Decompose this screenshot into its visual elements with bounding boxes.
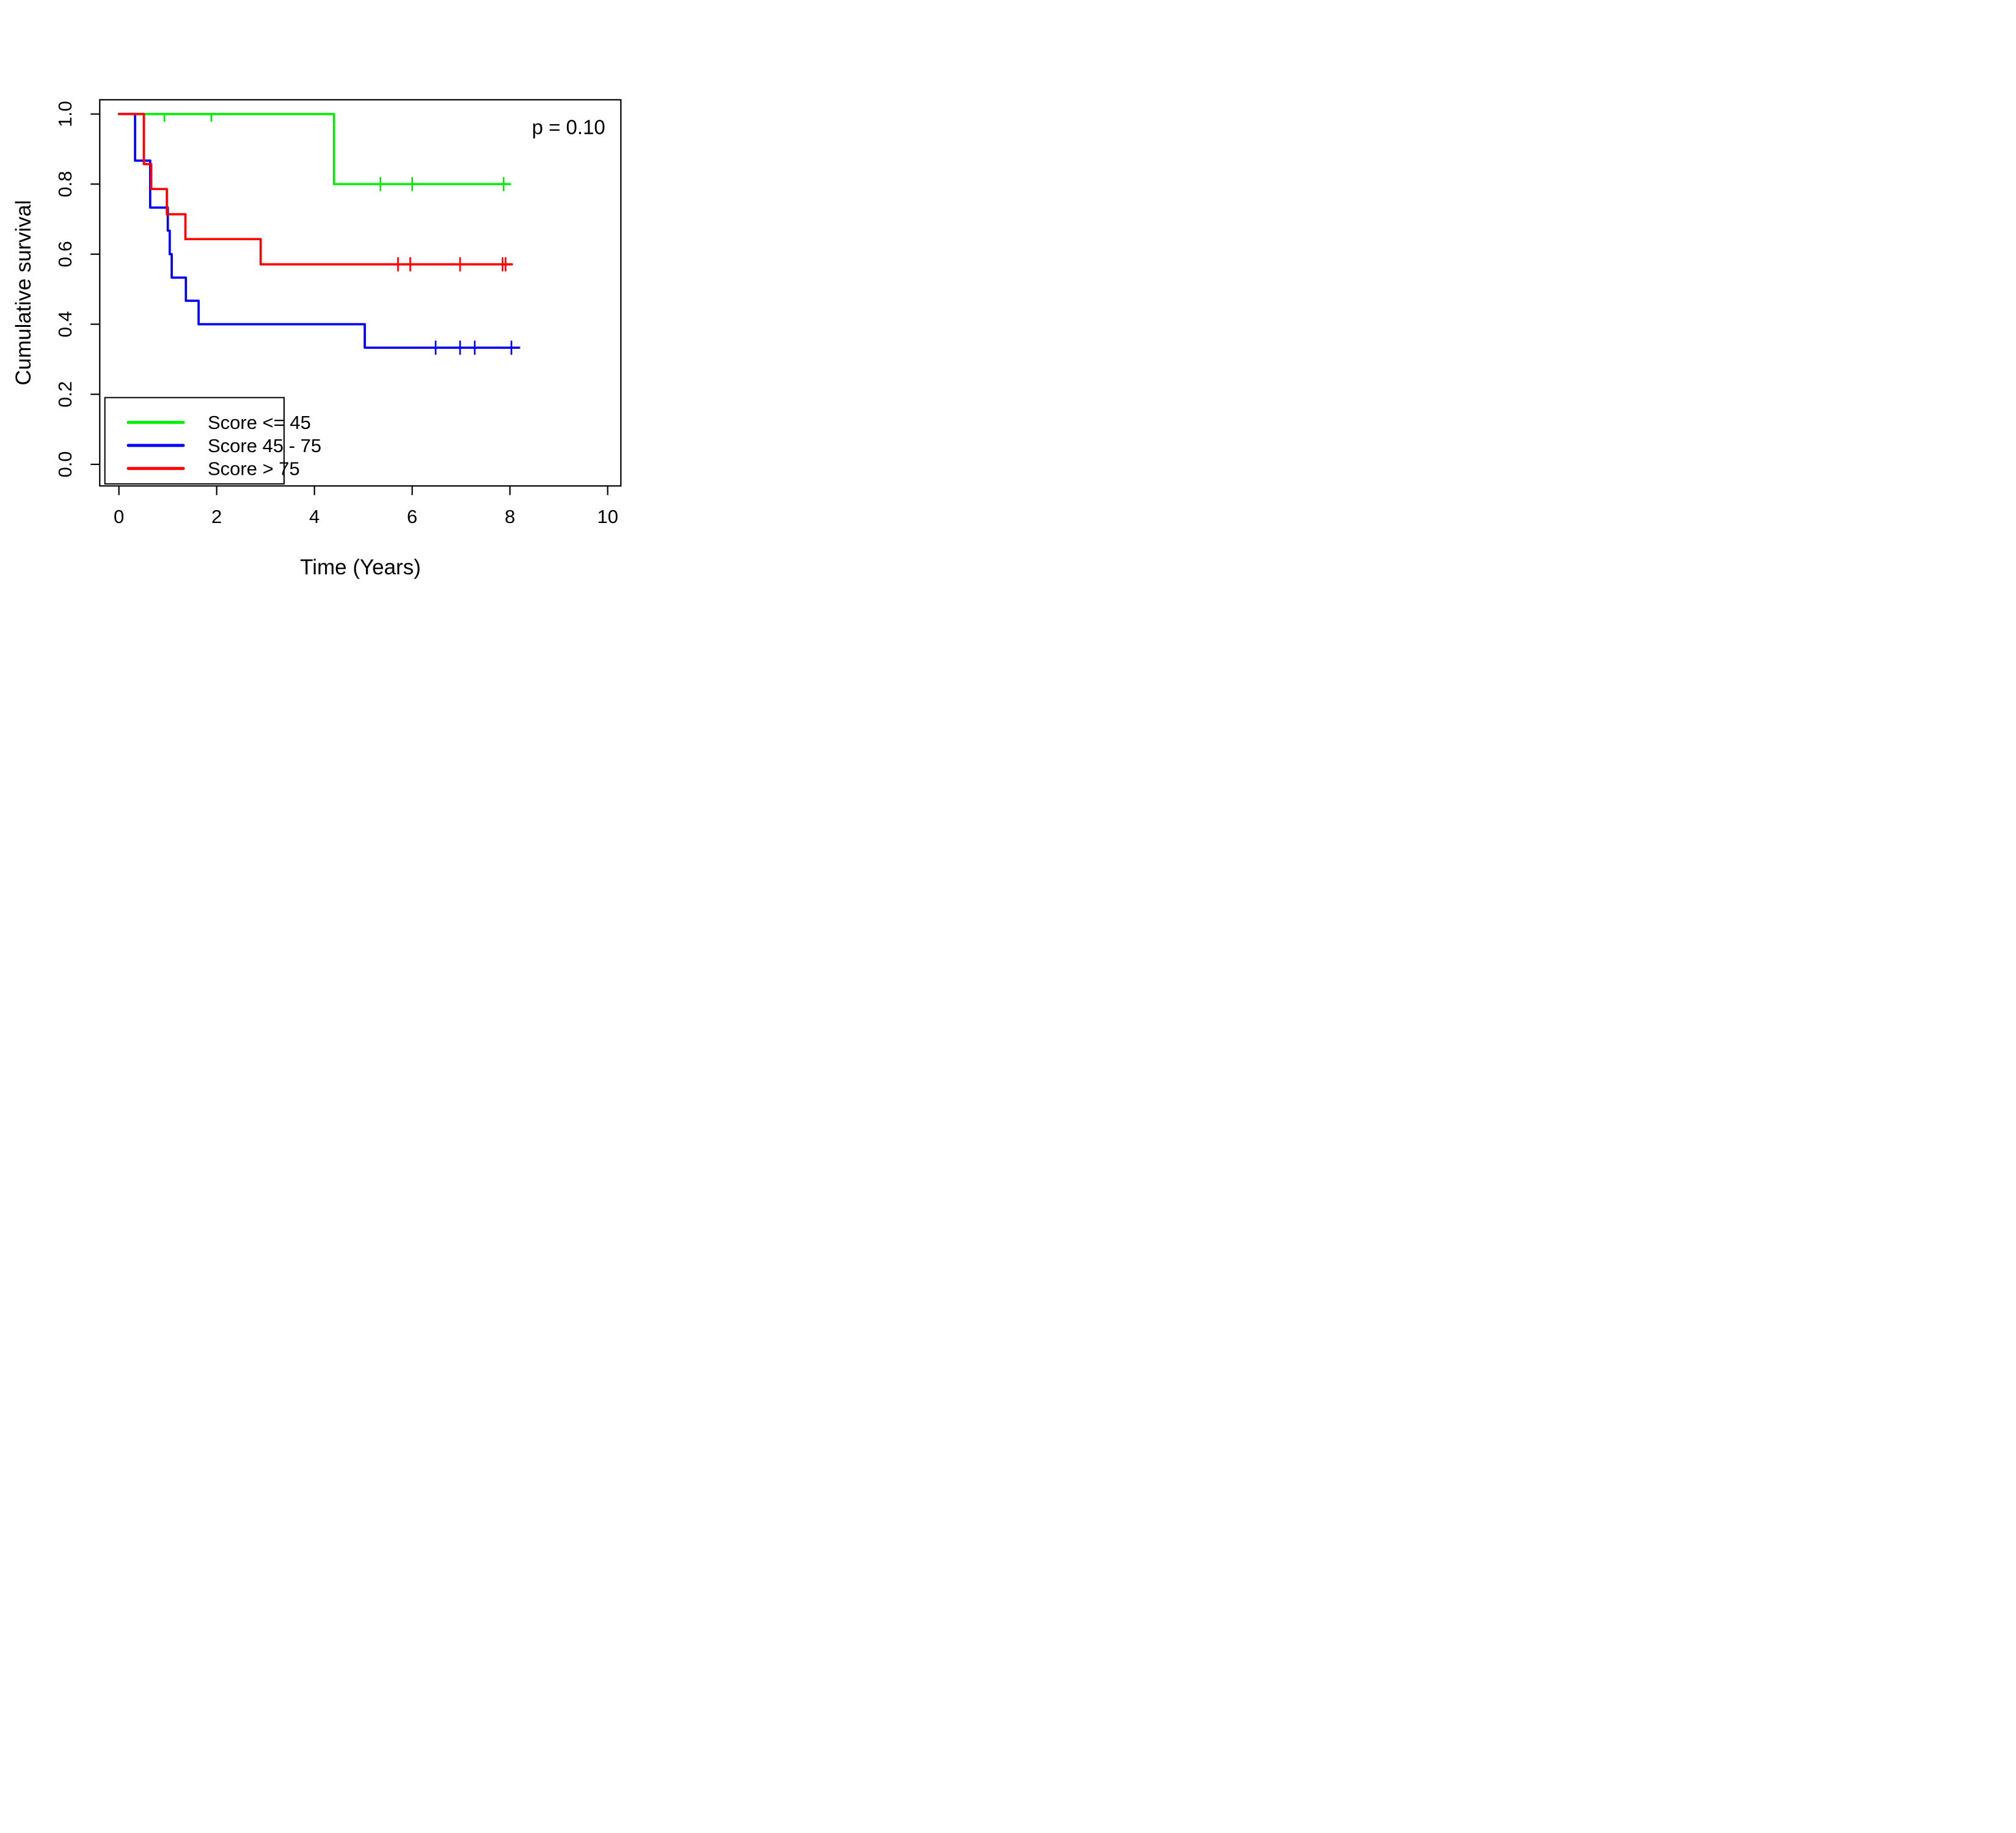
y-axis-tick-label-0.0: 0.0	[54, 451, 76, 477]
legend-label-2: Score > 75	[208, 458, 300, 480]
km-survival-chart: 0 2 4 6 8 10 0.0 0.2 0.4 0.6 0.8 1.0 Time (Years) Cum…	[12, 99, 622, 579]
y-axis-tick-label-0.8: 0.8	[54, 171, 76, 197]
survival-curve-series-2	[117, 112, 513, 266]
x-axis-tick-label-2: 2	[211, 506, 222, 527]
x-axis-title: Time (Years)	[300, 555, 421, 579]
x-axis-tick-label-8: 8	[505, 506, 515, 527]
y-axis-title: Cumulative survival	[12, 200, 35, 385]
survival-curve-series-1	[117, 112, 520, 349]
x-axis-tick-label-6: 6	[407, 506, 417, 527]
x-axis-tick-label-0: 0	[114, 506, 124, 527]
survival-curve-series-0	[117, 112, 511, 186]
x-axis-tick-label-4: 4	[309, 506, 320, 527]
y-axis-tick-label-1.0: 1.0	[54, 101, 76, 127]
p-value-annotation: p = 0.10	[532, 115, 605, 138]
legend-label-0: Score <= 45	[208, 412, 311, 433]
km-survival-figure: 0 2 4 6 8 10 0.0 0.2 0.4 0.6 0.8 1.0 Time (Years) Cum…	[0, 0, 672, 611]
y-axis-tick-label-0.2: 0.2	[54, 381, 76, 408]
plot-frame	[99, 99, 622, 487]
legend-label-1: Score 45 - 75	[208, 435, 321, 456]
y-axis-tick-label-0.4: 0.4	[54, 311, 76, 337]
y-axis-tick-label-0.6: 0.6	[54, 241, 76, 267]
x-axis-tick-label-10: 10	[597, 506, 618, 527]
